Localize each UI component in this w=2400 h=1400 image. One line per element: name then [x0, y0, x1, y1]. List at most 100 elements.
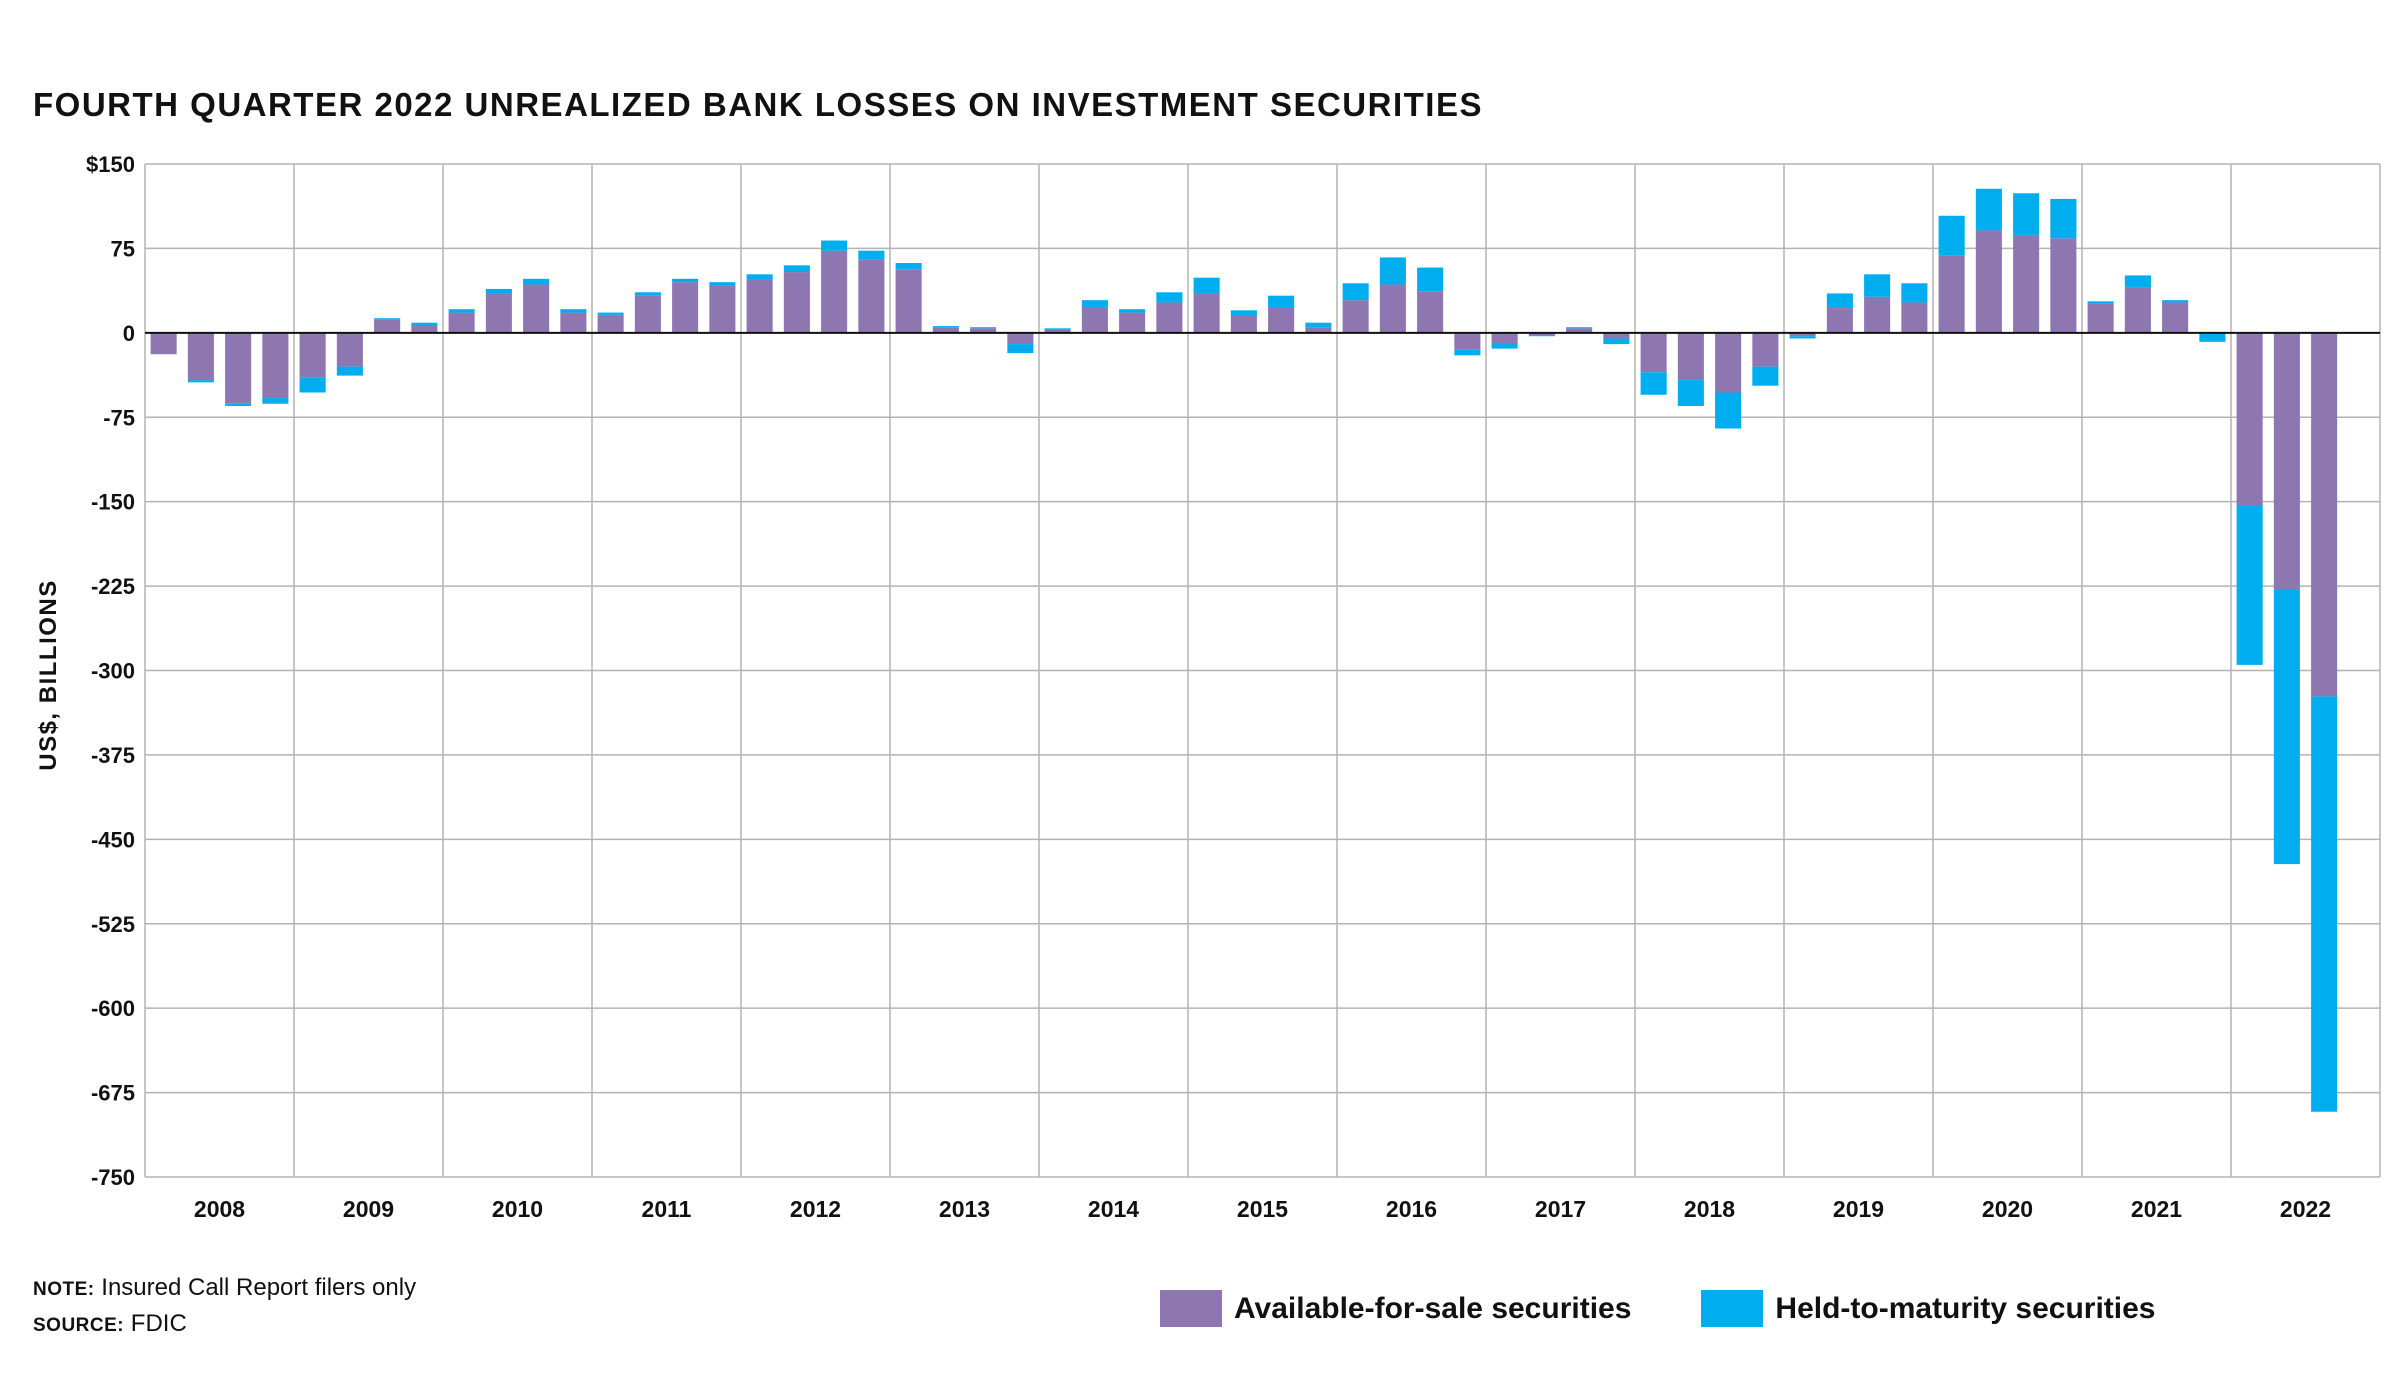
- x-tick-label: 2016: [1386, 1196, 1437, 1222]
- bar-htm-2017Q4: [1603, 338, 1630, 345]
- x-tick-label: 2022: [2280, 1196, 2331, 1222]
- bar-htm-2019Q2: [1826, 293, 1853, 309]
- bar-afs-2016Q2: [1379, 284, 1406, 333]
- bar-afs-2018Q2: [1677, 332, 1704, 381]
- bar-htm-2022Q3: [2311, 696, 2338, 1112]
- x-tick-label: 2019: [1833, 1196, 1884, 1222]
- bar-htm-2022Q2: [2273, 589, 2300, 865]
- bar-htm-2009Q1: [299, 377, 326, 393]
- bar-afs-2020Q1: [1938, 255, 1965, 333]
- legend-swatch-htm: [1701, 1290, 1764, 1327]
- bar-afs-2021Q2: [2124, 287, 2151, 333]
- bar-htm-2013Q4: [1007, 344, 1034, 354]
- bar-afs-2009Q2: [336, 332, 363, 367]
- bar-afs-2009Q4: [411, 324, 438, 333]
- y-tick-label: -600: [91, 996, 135, 1021]
- bar-htm-2014Q3: [1119, 309, 1146, 313]
- bar-afs-2019Q3: [1864, 296, 1891, 333]
- bar-htm-2013Q1: [895, 263, 922, 270]
- bar-afs-2016Q4: [1454, 332, 1481, 350]
- bar-afs-2014Q3: [1119, 312, 1146, 333]
- x-tick-label: 2014: [1088, 1196, 1139, 1222]
- bar-htm-2011Q1: [597, 312, 624, 315]
- bar-htm-2016Q4: [1454, 349, 1481, 356]
- y-tick-label: -450: [91, 827, 135, 852]
- legend-item-htm: Held-to-maturity securities: [1701, 1290, 2156, 1327]
- bar-htm-2018Q4: [1752, 366, 1779, 386]
- bar-htm-2011Q2: [634, 292, 661, 296]
- bar-htm-2015Q1: [1193, 277, 1220, 294]
- legend-label-afs: Available-for-sale securities: [1234, 1291, 1632, 1325]
- source-text: FDIC: [124, 1310, 187, 1337]
- bar-afs-2013Q1: [895, 269, 922, 333]
- y-tick-label: 0: [123, 321, 135, 346]
- bar-afs-2012Q2: [783, 272, 810, 333]
- bar-afs-2017Q4: [1603, 332, 1630, 339]
- bar-afs-2011Q2: [634, 295, 661, 333]
- bar-htm-2018Q1: [1640, 372, 1667, 395]
- bar-afs-2010Q2: [485, 293, 512, 333]
- bar-htm-2020Q2: [1975, 188, 2002, 231]
- bar-htm-2015Q4: [1305, 322, 1332, 328]
- bar-afs-2022Q3: [2311, 332, 2338, 697]
- bar-afs-2014Q2: [1081, 306, 1108, 333]
- bar-htm-2021Q2: [2124, 275, 2151, 288]
- source: SOURCE: FDIC: [33, 1310, 187, 1338]
- bar-afs-2021Q3: [2162, 302, 2189, 333]
- bar-afs-2013Q2: [932, 327, 959, 333]
- bar-htm-2010Q2: [485, 288, 512, 294]
- bar-htm-2016Q2: [1379, 257, 1406, 285]
- y-tick-label: -75: [103, 405, 135, 430]
- bar-htm-2014Q2: [1081, 300, 1108, 307]
- y-tick-label: -300: [91, 659, 135, 684]
- bar-htm-2009Q2: [336, 366, 363, 376]
- bar-htm-2021Q4: [2199, 332, 2226, 342]
- bar-htm-2008Q2: [187, 380, 214, 383]
- x-tick-label: 2015: [1237, 1196, 1288, 1222]
- bar-htm-2019Q4: [1901, 283, 1928, 303]
- y-tick-label: -750: [91, 1165, 135, 1190]
- bar-htm-2017Q2: [1528, 335, 1555, 337]
- note-text: Insured Call Report filers only: [94, 1274, 417, 1301]
- bar-htm-2014Q4: [1156, 292, 1183, 303]
- x-tick-label: 2010: [492, 1196, 543, 1222]
- bar-afs-2011Q1: [597, 314, 624, 333]
- y-tick-label: 75: [111, 236, 135, 261]
- bar-htm-2012Q1: [746, 274, 773, 280]
- x-tick-label: 2008: [194, 1196, 245, 1222]
- bar-htm-2017Q1: [1491, 342, 1518, 349]
- bar-afs-2015Q1: [1193, 293, 1220, 333]
- bar-afs-2018Q3: [1715, 332, 1742, 393]
- bar-afs-2013Q4: [1007, 332, 1034, 345]
- bar-afs-2015Q4: [1305, 327, 1332, 333]
- bar-htm-2021Q1: [2087, 301, 2114, 304]
- bar-htm-2009Q3: [374, 318, 401, 320]
- x-tick-label: 2018: [1684, 1196, 1735, 1222]
- bar-htm-2018Q3: [1715, 392, 1742, 429]
- bar-afs-2015Q3: [1268, 306, 1295, 333]
- bar-afs-2017Q1: [1491, 332, 1518, 343]
- y-tick-label: $150: [86, 152, 135, 177]
- note-key: NOTE:: [33, 1279, 95, 1300]
- bar-afs-2008Q3: [225, 332, 252, 404]
- bar-afs-2018Q1: [1640, 332, 1667, 373]
- bar-afs-2008Q2: [187, 332, 214, 381]
- bar-htm-2019Q1: [1789, 336, 1816, 339]
- bar-afs-2011Q4: [709, 285, 736, 333]
- axes: $150 75 0 -75 -150 -225 -300 -375 -450 -525 -600 -6…: [86, 152, 2380, 1222]
- legend-item-afs: Available-for-sale securities: [1160, 1290, 1631, 1327]
- bar-afs-2022Q1: [2236, 332, 2263, 506]
- bar-htm-2020Q3: [2013, 193, 2040, 235]
- bar-afs-2008Q1: [150, 332, 177, 355]
- note: NOTE: Insured Call Report filers only: [33, 1274, 416, 1302]
- source-key: SOURCE:: [33, 1315, 125, 1336]
- bar-afs-2016Q1: [1342, 300, 1369, 333]
- y-tick-label: -375: [91, 743, 135, 768]
- bar-htm-2015Q2: [1230, 310, 1257, 316]
- bar-htm-2012Q2: [783, 265, 810, 273]
- bar-htm-2017Q3: [1566, 327, 1593, 329]
- bar-afs-2012Q1: [746, 279, 773, 333]
- bar-htm-2016Q1: [1342, 283, 1369, 301]
- y-tick-label: -675: [91, 1081, 135, 1106]
